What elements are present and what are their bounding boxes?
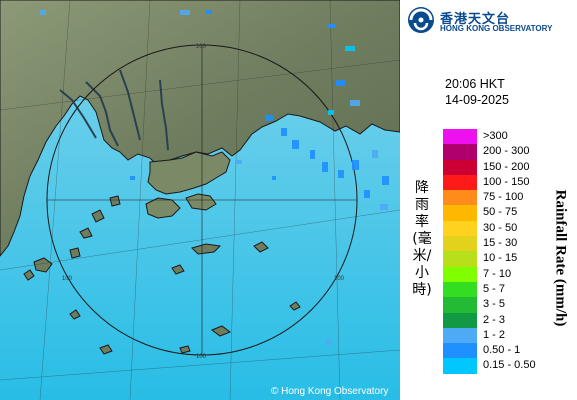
rain-echo <box>130 176 135 180</box>
legend-swatch <box>443 358 477 374</box>
legend-row: 5 - 7 <box>443 281 536 298</box>
radar-echoes <box>40 10 389 345</box>
range-ring-label-north: 100 <box>196 44 207 50</box>
legend-swatch <box>443 190 477 206</box>
legend-swatch <box>443 144 477 160</box>
legend-label: 75 - 100 <box>483 191 524 204</box>
legend-swatch <box>443 327 477 344</box>
radar-map: 100 100 100 100 <box>0 0 400 400</box>
timestamp-time: 20:06 HKT <box>445 77 505 91</box>
legend-label: 30 - 50 <box>483 221 518 234</box>
legend-swatch <box>443 129 477 145</box>
peninsula-landmass <box>147 151 231 195</box>
rain-echo <box>326 340 332 345</box>
observatory-name-cn: 香港天文台 <box>440 11 511 26</box>
legend-label: 0.15 - 0.50 <box>483 359 536 372</box>
legend-title-en: Rainfall Rate (mm/h) <box>552 189 569 327</box>
rain-echo <box>40 10 46 15</box>
legend-row: 100 - 150 <box>443 174 536 191</box>
rain-echo <box>180 10 190 15</box>
legend-row: 0.15 - 0.50 <box>443 358 536 374</box>
west-island-cluster <box>69 195 121 259</box>
legend-label: 2 - 3 <box>483 313 506 326</box>
legend-swatch <box>443 236 477 252</box>
rainfall-legend: >300 200 - 300 150 - 200 100 - 150 75 - 100 5… <box>443 129 536 374</box>
range-ring-label-west: 100 <box>62 276 73 282</box>
legend-label: 150 - 200 <box>483 160 530 173</box>
legend-label: 0.50 - 1 <box>483 344 521 357</box>
rain-echo <box>382 176 389 185</box>
copyright-text: © Hong Kong Observatory <box>271 386 388 397</box>
rain-echo <box>236 160 242 164</box>
legend-label: 50 - 75 <box>483 206 518 219</box>
rain-echo <box>310 150 315 159</box>
legend-label: >300 <box>483 130 508 142</box>
legend-swatch <box>443 174 477 191</box>
rain-echo <box>328 24 336 28</box>
rain-echo <box>281 128 287 136</box>
legend-row: 2 - 3 <box>443 312 536 328</box>
legend-label: 7 - 10 <box>483 267 512 280</box>
rain-echo <box>292 140 299 149</box>
legend-row: >300 <box>443 129 536 145</box>
legend-row: 15 - 30 <box>443 236 536 252</box>
rain-echo <box>352 160 359 170</box>
legend-row: 1 - 2 <box>443 327 536 344</box>
legend-label: 10 - 15 <box>483 252 518 265</box>
legend-swatch <box>443 312 477 328</box>
rain-echo <box>272 176 276 180</box>
legend-label: 15 - 30 <box>483 237 518 250</box>
legend-label: 200 - 300 <box>483 145 530 158</box>
legend-row: 150 - 200 <box>443 159 536 175</box>
legend-panel: 香港天文台 HONG KONG OBSERVATORY 20:06 HKT 14… <box>400 0 577 400</box>
rain-echo <box>206 10 212 14</box>
legend-row: 10 - 15 <box>443 251 536 267</box>
legend-label: 5 - 7 <box>483 282 506 295</box>
legend-swatch <box>443 159 477 175</box>
legend-row: 50 - 75 <box>443 205 536 221</box>
lantau-island <box>145 197 181 219</box>
legend-swatch <box>443 297 477 313</box>
rivers <box>59 69 169 151</box>
timestamp-date: 14-09-2025 <box>445 93 509 107</box>
legend-swatch <box>443 205 477 221</box>
rain-echo <box>372 150 378 158</box>
range-rings <box>46 44 358 356</box>
rain-echo <box>350 100 360 106</box>
legend-row: 200 - 300 <box>443 144 536 160</box>
radar-map-svg: 100 100 100 100 <box>0 0 400 400</box>
rain-echo <box>322 162 328 172</box>
legend-row: 7 - 10 <box>443 266 536 282</box>
legend-row: 75 - 100 <box>443 190 536 206</box>
legend-title-cn: 降雨率(毫米/小時) <box>412 180 432 298</box>
legend-row: 30 - 50 <box>443 220 536 237</box>
rain-echo <box>345 46 355 51</box>
rain-echo <box>338 170 344 178</box>
legend-label: 3 - 5 <box>483 298 506 311</box>
rain-echo <box>336 80 345 86</box>
rain-echo <box>328 110 334 115</box>
range-ring-label-south: 100 <box>196 354 207 360</box>
hko-logo-icon <box>408 7 434 33</box>
legend-swatch <box>443 220 477 237</box>
rain-echo <box>380 204 388 210</box>
legend-swatch <box>443 343 477 359</box>
rain-echo <box>265 115 273 121</box>
legend-swatch <box>443 251 477 267</box>
legend-swatch <box>443 266 477 282</box>
legend-swatch <box>443 281 477 298</box>
legend-row: 3 - 5 <box>443 297 536 313</box>
legend-label: 100 - 150 <box>483 175 530 188</box>
legend-label: 1 - 2 <box>483 328 506 341</box>
rain-echo <box>364 190 370 198</box>
range-ring-label-east: 100 <box>334 276 345 282</box>
observatory-name-en: HONG KONG OBSERVATORY <box>440 24 553 33</box>
islands <box>23 241 301 355</box>
hk-island <box>185 193 217 211</box>
legend-row: 0.50 - 1 <box>443 343 536 359</box>
